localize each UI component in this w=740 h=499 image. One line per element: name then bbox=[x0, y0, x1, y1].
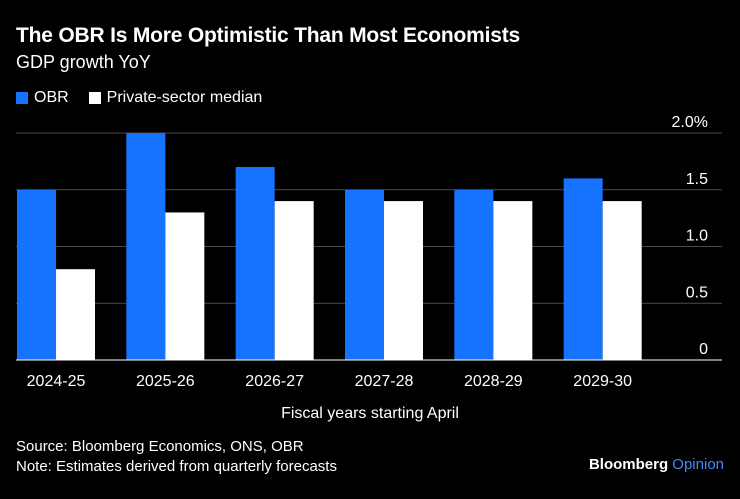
x-tick-label: 2029-30 bbox=[573, 373, 632, 390]
legend-swatch-obr bbox=[16, 92, 28, 104]
y-tick-label: 1.5 bbox=[686, 171, 708, 188]
bar-private-2027-28 bbox=[384, 201, 423, 360]
bar-private-2025-26 bbox=[165, 212, 205, 360]
footnote: Note: Estimates derived from quarterly f… bbox=[16, 458, 337, 475]
legend-label-private: Private-sector median bbox=[106, 89, 263, 106]
bar-obr-2029-30 bbox=[563, 178, 603, 360]
chart-subtitle: GDP growth YoY bbox=[16, 52, 151, 72]
brand-logo: Bloomberg Opinion bbox=[589, 456, 724, 473]
legend: OBR Private-sector median bbox=[16, 89, 282, 107]
x-tick-label: 2025-26 bbox=[136, 373, 195, 390]
legend-item-private: Private-sector median bbox=[88, 89, 263, 107]
chart-title: The OBR Is More Optimistic Than Most Eco… bbox=[16, 24, 520, 47]
x-tick-label: 2024-25 bbox=[27, 373, 86, 390]
bar-obr-2027-28 bbox=[345, 189, 384, 360]
bar-chart: 0 0.5 1.0 1.5 2.0% 2024-25 2025-26 2026-27 2027-… bbox=[16, 114, 722, 422]
bar-obr-2026-27 bbox=[235, 167, 275, 360]
y-tick-label: 0 bbox=[699, 341, 708, 358]
bar-obr-2028-29 bbox=[454, 189, 494, 360]
bar-private-2026-27 bbox=[274, 201, 314, 360]
legend-item-obr: OBR bbox=[16, 89, 69, 107]
legend-label-obr: OBR bbox=[34, 89, 69, 106]
brand-name: Bloomberg bbox=[588, 456, 669, 473]
bar-obr-2025-26 bbox=[126, 133, 166, 360]
bar-obr-2024-25 bbox=[17, 189, 56, 360]
bar-private-2029-30 bbox=[602, 201, 642, 360]
x-tick-label: 2028-29 bbox=[464, 373, 523, 390]
y-tick-label: 1.0 bbox=[686, 228, 708, 245]
legend-swatch-private bbox=[88, 92, 101, 104]
x-tick-label: 2026-27 bbox=[245, 373, 304, 390]
x-axis-title: Fiscal years starting April bbox=[281, 405, 459, 422]
bar-private-2028-29 bbox=[493, 201, 533, 360]
y-tick-label: 2.0% bbox=[672, 114, 708, 131]
x-tick-label: 2027-28 bbox=[355, 373, 414, 390]
source-note: Source: Bloomberg Economics, ONS, OBR bbox=[16, 438, 304, 455]
y-tick-label: 0.5 bbox=[686, 284, 708, 301]
bar-private-2024-25 bbox=[56, 269, 95, 360]
brand-suffix: Opinion bbox=[672, 456, 724, 473]
